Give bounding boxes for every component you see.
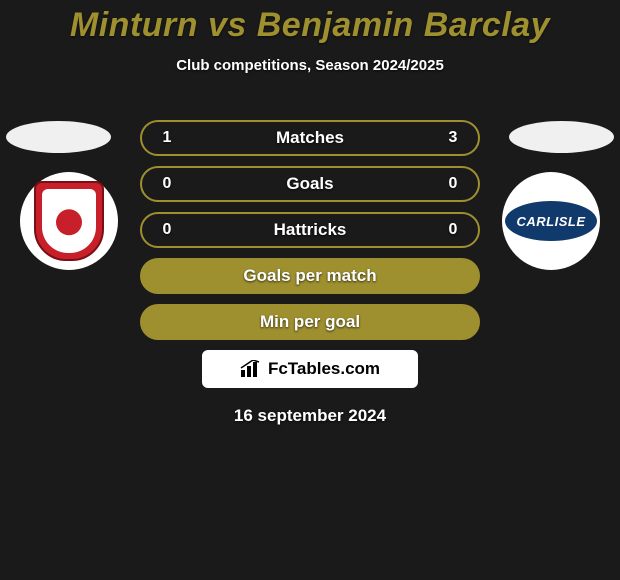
subtitle: Club competitions, Season 2024/2025 — [0, 57, 620, 74]
team-oval-left — [6, 121, 111, 153]
stat-row-hattricks: 0 Hattricks 0 — [140, 212, 480, 248]
stat-right-value: 0 — [446, 221, 460, 239]
stat-label: Hattricks — [274, 220, 347, 240]
stat-row-goals: 0 Goals 0 — [140, 166, 480, 202]
stat-left-value: 0 — [160, 175, 174, 193]
page-title: Minturn vs Benjamin Barclay — [0, 0, 620, 45]
stat-row-goals-per-match: Goals per match — [140, 258, 480, 294]
stat-left-value: 0 — [160, 221, 174, 239]
stat-row-matches: 1 Matches 3 — [140, 120, 480, 156]
stat-left-value: 1 — [160, 129, 174, 147]
team-badge-right: CARLISLE — [502, 172, 600, 270]
brand-badge[interactable]: FcTables.com — [202, 350, 418, 388]
brand-text: FcTables.com — [268, 359, 380, 379]
comparison-card: Minturn vs Benjamin Barclay Club competi… — [0, 0, 620, 580]
team-badge-left — [20, 172, 118, 270]
shield-crest-icon — [34, 181, 104, 261]
carlisle-text: CARLISLE — [517, 214, 586, 229]
date-label: 16 september 2024 — [140, 406, 480, 426]
stat-right-value: 3 — [446, 129, 460, 147]
stats-column: 1 Matches 3 0 Goals 0 0 Hattricks 0 Goal… — [140, 120, 480, 426]
stat-label: Goals per match — [243, 266, 376, 286]
bar-chart-icon — [240, 360, 262, 378]
stat-label: Min per goal — [260, 312, 360, 332]
carlisle-oval-icon: CARLISLE — [505, 201, 597, 241]
stat-label: Matches — [276, 128, 344, 148]
stat-label: Goals — [286, 174, 333, 194]
team-oval-right — [509, 121, 614, 153]
stat-row-min-per-goal: Min per goal — [140, 304, 480, 340]
stat-right-value: 0 — [446, 175, 460, 193]
